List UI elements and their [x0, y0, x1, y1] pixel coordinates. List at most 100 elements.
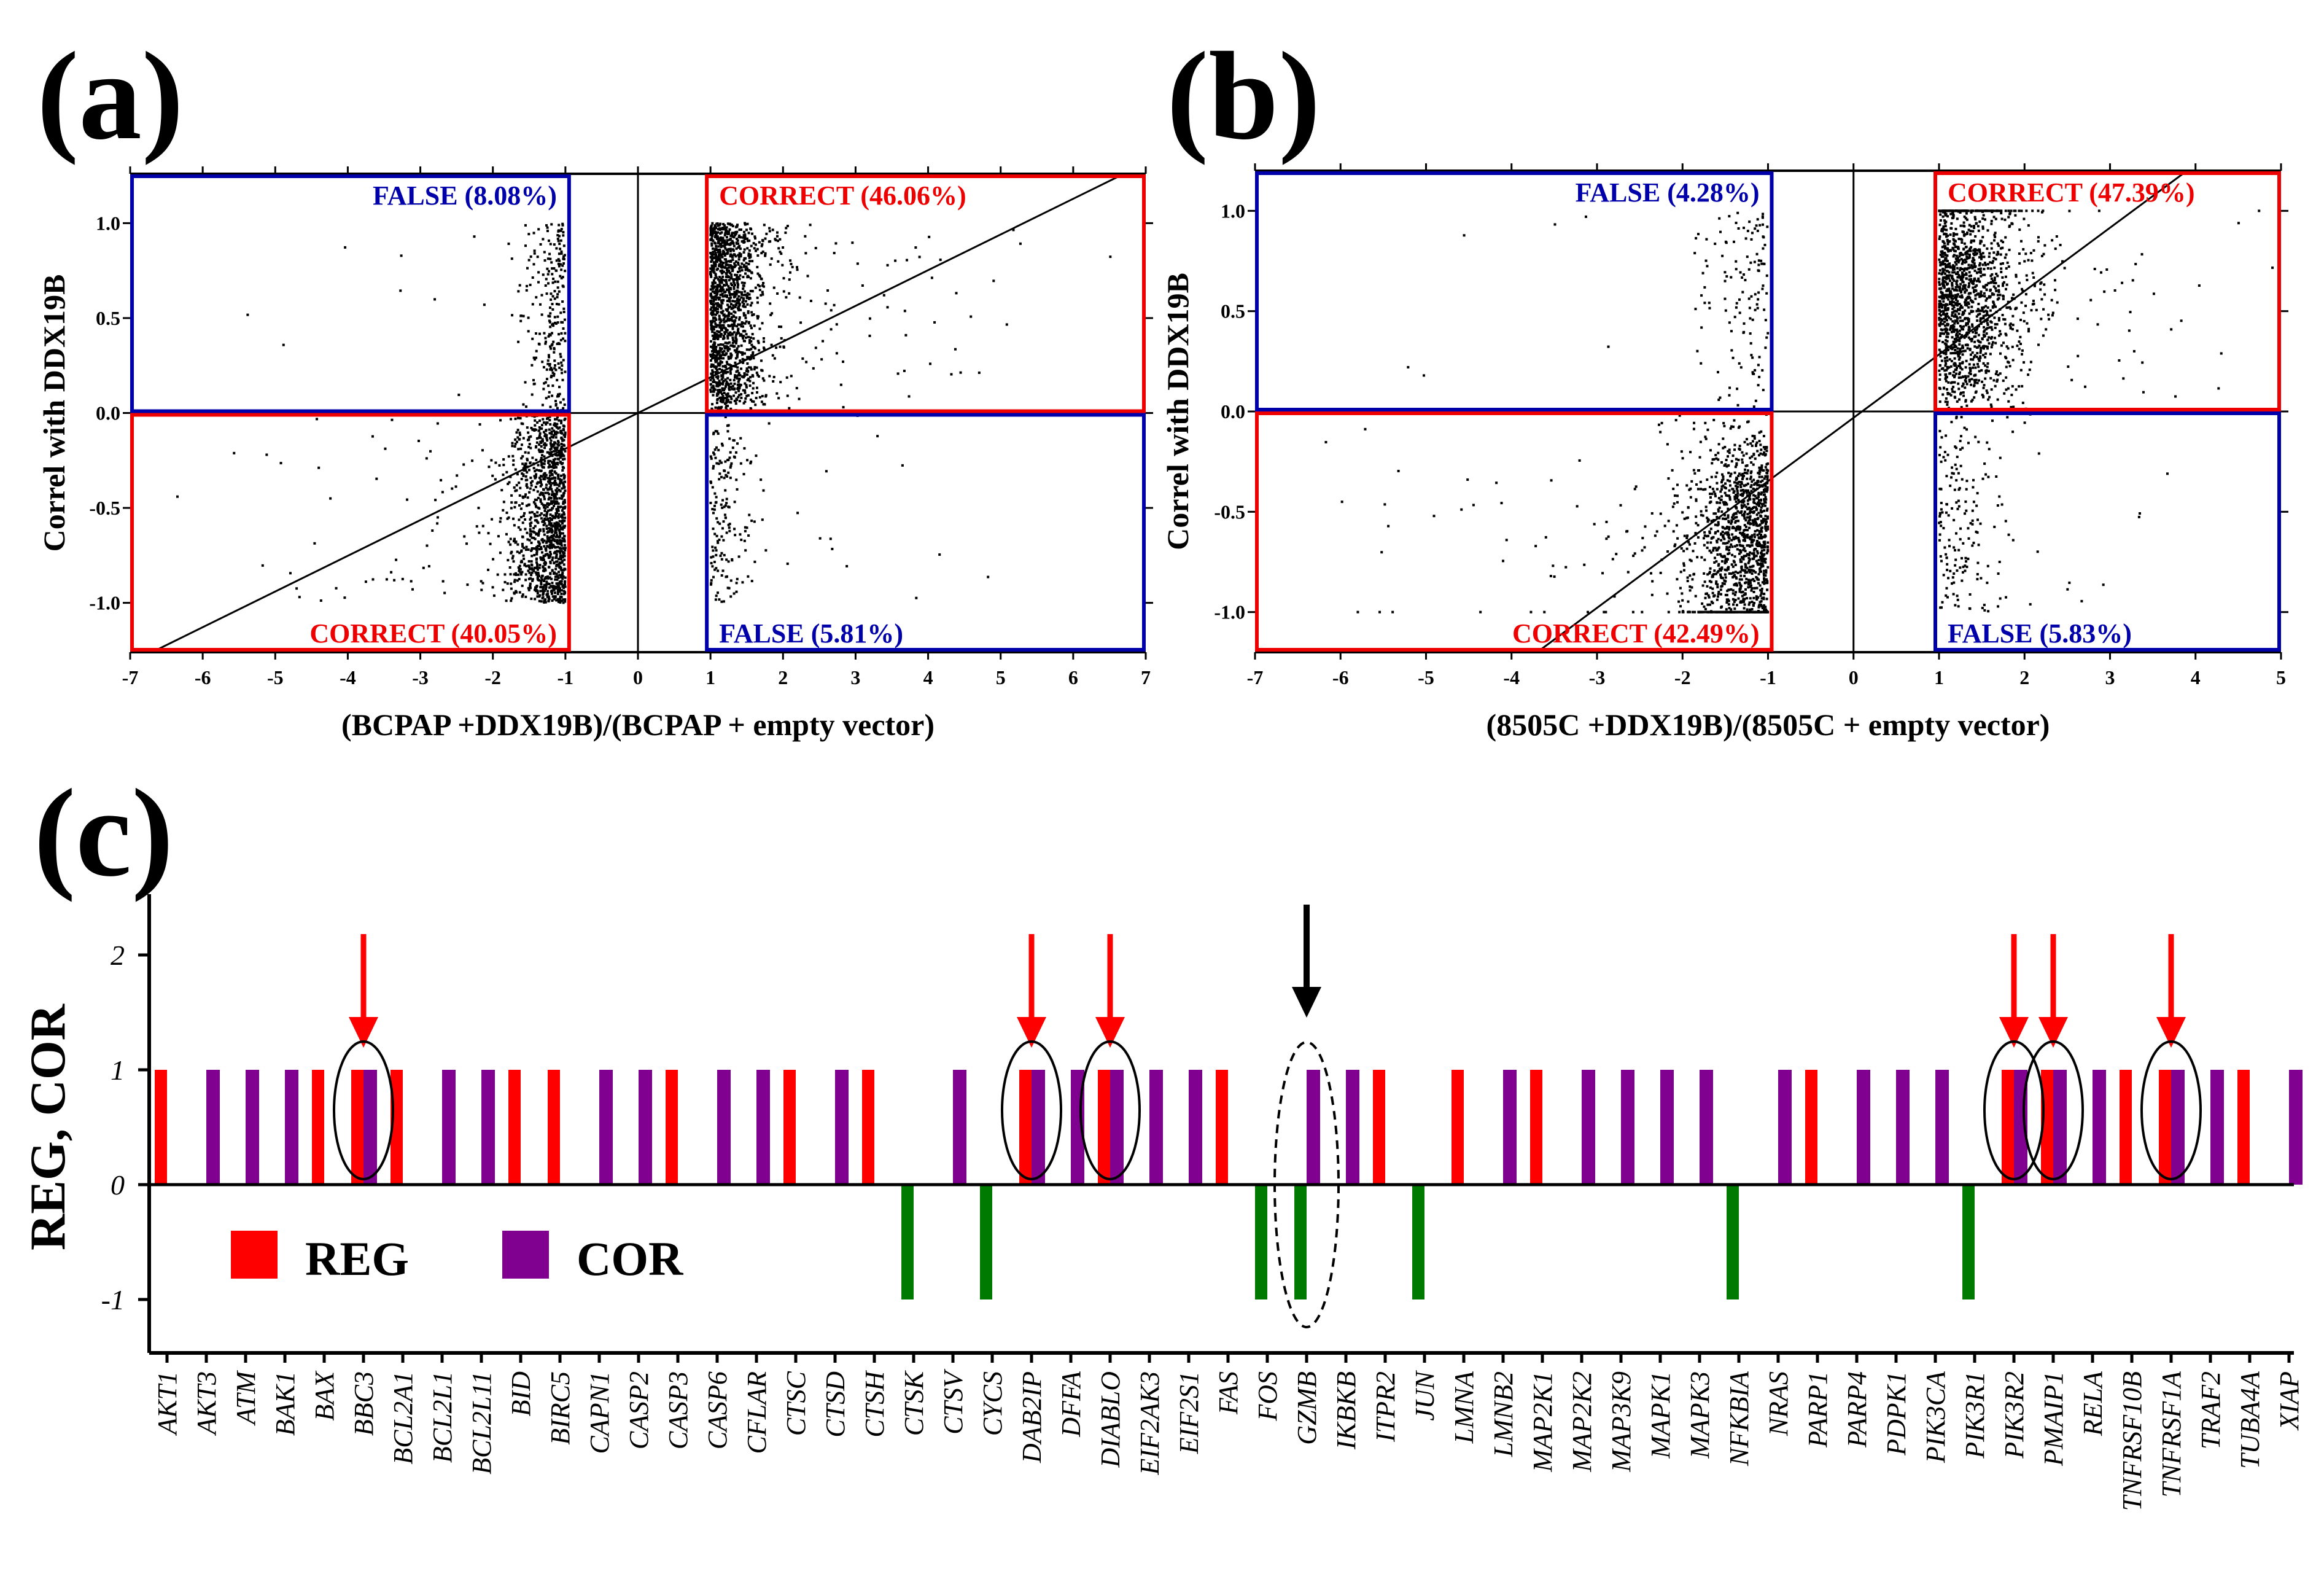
data-point — [1970, 278, 1973, 281]
data-point — [717, 298, 720, 301]
data-point — [1951, 352, 1954, 355]
data-point — [772, 375, 775, 378]
data-point — [1751, 232, 1754, 235]
data-point — [712, 379, 715, 382]
data-point — [709, 233, 712, 236]
data-point — [742, 259, 745, 262]
data-point — [2021, 401, 2024, 404]
data-point — [737, 283, 740, 286]
data-point — [746, 222, 749, 225]
data-point — [1943, 369, 1946, 372]
data-point — [2063, 267, 2066, 270]
data-point — [530, 484, 533, 487]
data-point — [938, 553, 941, 556]
data-point — [557, 515, 560, 518]
data-point — [1957, 355, 1960, 358]
data-point — [1959, 252, 1962, 255]
x-tick-label: 5 — [996, 666, 1006, 688]
data-point — [1971, 351, 1974, 354]
data-point — [1966, 322, 1969, 325]
data-point — [1943, 242, 1946, 245]
data-point — [1970, 240, 1973, 243]
data-point — [712, 328, 715, 331]
data-point — [710, 230, 713, 233]
data-point — [531, 480, 534, 483]
data-point — [539, 481, 542, 484]
data-point — [2007, 209, 2010, 212]
data-point — [1951, 346, 1954, 349]
data-point — [549, 459, 552, 462]
data-point — [1952, 264, 1955, 267]
data-point — [2033, 284, 2036, 287]
data-point — [559, 575, 562, 579]
data-point — [714, 456, 717, 459]
data-point — [1994, 322, 1997, 325]
data-point — [748, 348, 751, 351]
data-point — [554, 586, 557, 590]
data-point — [551, 582, 554, 585]
data-point — [750, 348, 753, 351]
data-point — [1945, 343, 1948, 346]
data-point — [736, 442, 739, 445]
data-point — [1957, 209, 1961, 212]
data-point — [502, 508, 505, 512]
data-point — [548, 319, 551, 322]
data-point — [755, 372, 758, 375]
data-point — [729, 271, 732, 275]
data-point — [1958, 340, 1961, 343]
data-point — [547, 577, 550, 580]
data-point — [1958, 289, 1961, 292]
data-point — [538, 544, 541, 547]
data-point — [542, 418, 545, 421]
data-point — [788, 407, 791, 410]
data-point — [1965, 273, 1968, 276]
y-tick-label: 0.0 — [1221, 400, 1245, 423]
data-point — [1978, 379, 1981, 382]
data-point — [546, 359, 550, 362]
data-point — [1943, 286, 1946, 289]
data-point — [1945, 327, 1948, 330]
data-point — [2003, 322, 2007, 325]
data-point — [2005, 283, 2008, 286]
data-point — [542, 238, 545, 241]
data-point — [1954, 286, 1957, 289]
data-point — [473, 235, 476, 238]
data-point — [721, 228, 725, 231]
data-point — [502, 458, 505, 461]
data-point — [555, 446, 558, 450]
data-point — [1966, 252, 1969, 255]
data-point — [1976, 381, 1979, 384]
data-point — [558, 252, 561, 255]
data-point — [434, 499, 437, 502]
data-point — [724, 516, 727, 520]
data-point — [548, 586, 551, 589]
data-point — [1983, 325, 1986, 329]
y-tick-label: -1.0 — [1214, 601, 1245, 623]
data-point — [722, 251, 725, 254]
data-point — [718, 384, 721, 387]
data-point — [2037, 209, 2040, 212]
data-point — [551, 595, 554, 598]
data-point — [514, 501, 517, 504]
data-point — [1970, 209, 1973, 212]
data-point — [738, 400, 741, 403]
data-point — [543, 583, 546, 586]
data-point — [1945, 278, 1948, 281]
data-point — [709, 300, 712, 303]
data-point — [1952, 232, 1955, 235]
data-point — [2039, 288, 2042, 291]
data-point — [1750, 295, 1753, 298]
data-point — [755, 391, 758, 394]
data-point — [548, 583, 551, 586]
data-point — [544, 433, 547, 436]
data-point — [1959, 275, 1962, 278]
data-point — [2021, 289, 2024, 292]
data-point — [729, 579, 733, 582]
data-point — [524, 469, 527, 472]
data-point — [731, 225, 734, 228]
data-point — [751, 374, 754, 377]
data-point — [1986, 319, 1989, 322]
data-point — [1756, 229, 1759, 232]
data-point — [1749, 261, 1752, 264]
data-point — [1986, 267, 1989, 270]
